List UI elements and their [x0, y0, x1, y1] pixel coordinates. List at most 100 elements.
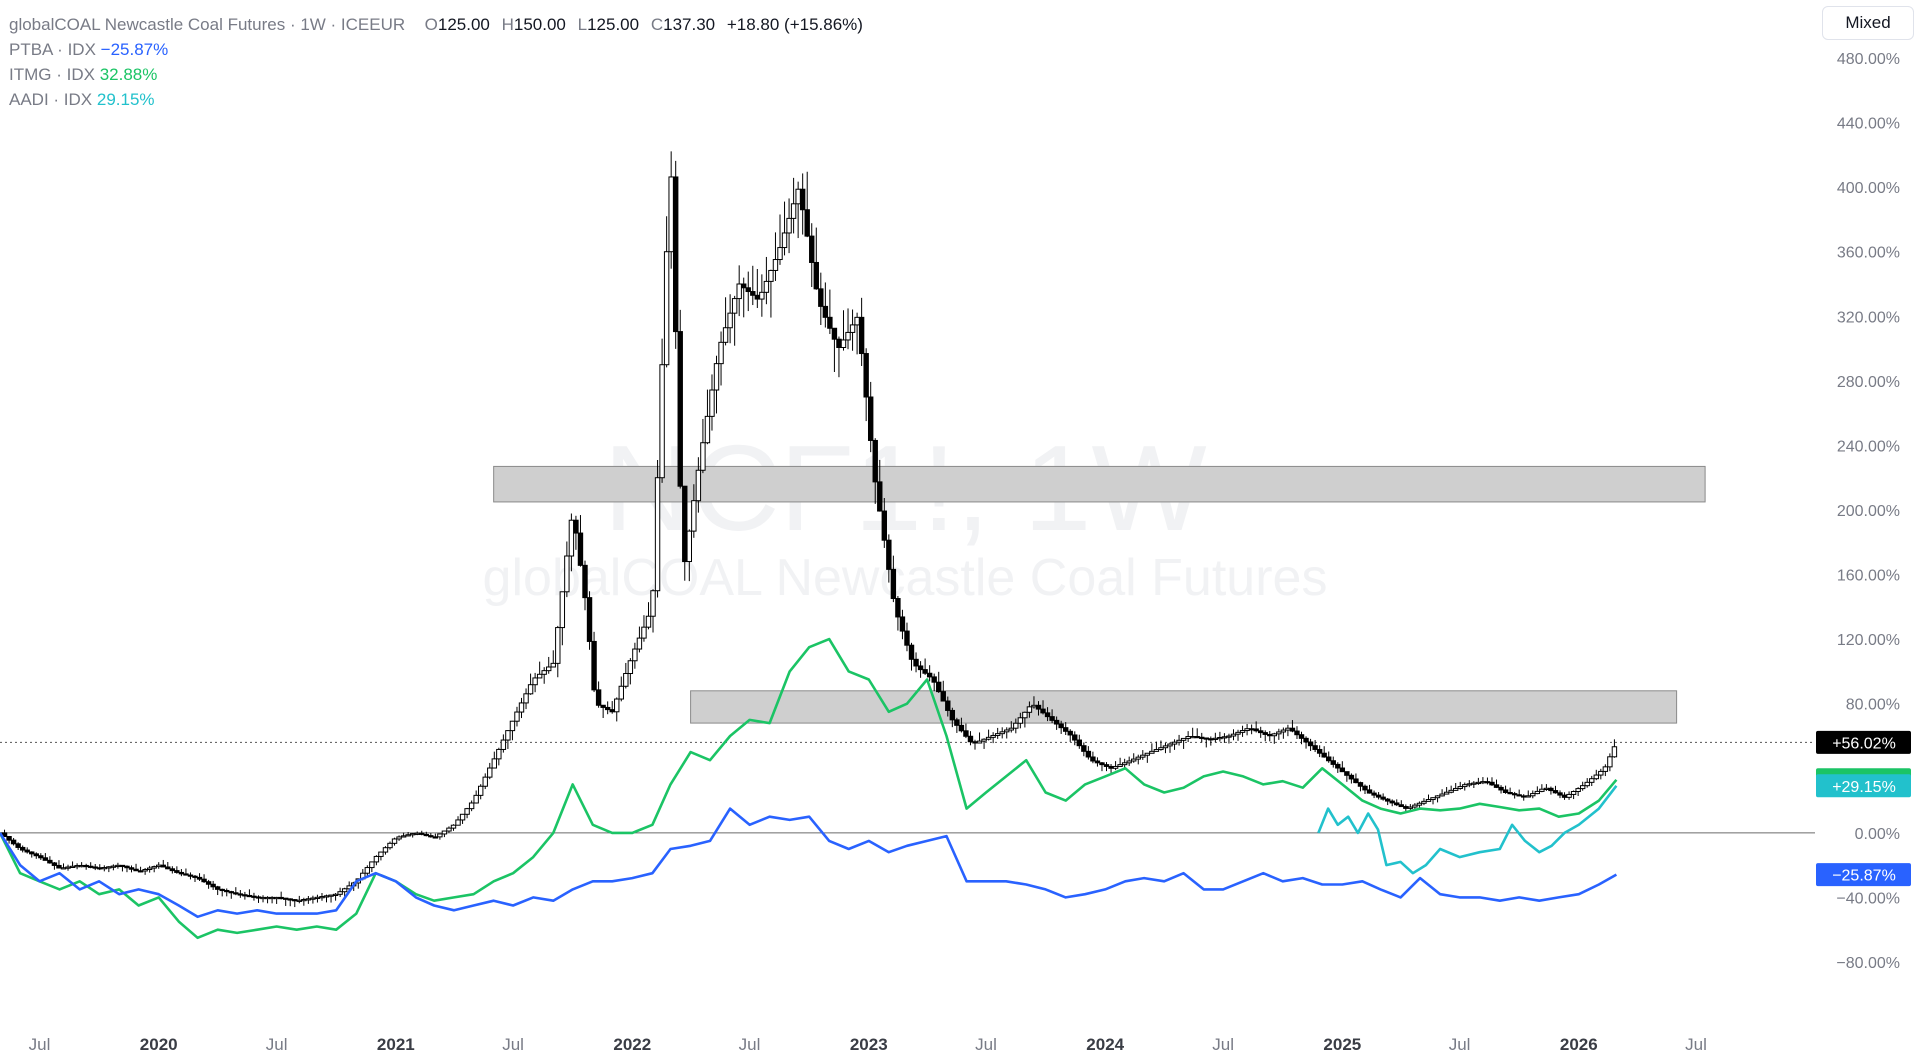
candle-body: [282, 897, 289, 900]
candle-body: [260, 896, 266, 900]
candle-body: [849, 324, 856, 333]
candle-body: [509, 720, 516, 732]
candle-body: [146, 867, 153, 871]
candle-body: [1076, 739, 1083, 747]
candle-body: [618, 685, 624, 700]
candle-body: [994, 733, 1001, 736]
candle-body: [1421, 800, 1427, 804]
candle-body: [24, 849, 30, 853]
candle-body: [1140, 754, 1146, 758]
candle-body: [419, 832, 425, 835]
legend-compare-row[interactable]: ITMG · IDX 32.88%: [9, 62, 870, 87]
candle-body: [292, 899, 298, 902]
candle-body: [836, 338, 842, 348]
candle-body: [745, 287, 751, 293]
candle-body: [1394, 802, 1400, 806]
candle-body: [1307, 741, 1314, 747]
candle-body: [804, 209, 810, 237]
candle-body: [1208, 738, 1214, 741]
candle-body: [1575, 788, 1581, 793]
candle-body: [1026, 706, 1033, 713]
candle-body: [1144, 752, 1151, 756]
price-tag: [1816, 863, 1911, 887]
candle-body: [459, 813, 466, 821]
candle-body: [858, 316, 865, 355]
candle-body: [1162, 745, 1169, 749]
candle-body: [917, 665, 924, 671]
candle-body: [1271, 733, 1278, 737]
candle-body: [1326, 756, 1332, 762]
candle-body: [541, 670, 547, 675]
candle-body: [786, 217, 792, 234]
candle-body: [409, 833, 416, 836]
candle-body: [1081, 745, 1087, 752]
candle-body: [1611, 746, 1618, 758]
candle-body: [1180, 737, 1187, 741]
candle-body: [174, 870, 180, 873]
candle-body: [1226, 735, 1232, 738]
candle-body: [373, 855, 380, 863]
candle-body: [1530, 793, 1536, 797]
candle-body: [877, 481, 883, 512]
resistance-zone: [493, 465, 1706, 503]
candle-body: [677, 331, 683, 487]
candle-body: [65, 866, 71, 869]
candle-body: [1090, 756, 1096, 762]
candle-body: [754, 294, 761, 300]
candle-body: [1013, 722, 1019, 729]
candle-body: [795, 188, 801, 205]
candle-body: [142, 869, 148, 872]
x-axis-tick-label: 2022: [613, 1035, 651, 1054]
x-axis-tick-label: 2026: [1560, 1035, 1598, 1054]
candle-body: [1185, 736, 1191, 739]
candle-body: [160, 864, 166, 868]
candle-body: [178, 871, 185, 875]
candle-body: [546, 666, 552, 672]
candle-body: [881, 510, 888, 541]
legend-compare-row[interactable]: PTBA · IDX −25.87%: [9, 37, 870, 62]
candle-body: [305, 898, 312, 901]
candle-body: [1425, 799, 1432, 802]
candle-body: [1534, 790, 1541, 795]
candle-body: [1502, 789, 1509, 793]
candle-body: [1339, 767, 1346, 773]
candle-body: [205, 881, 212, 885]
ohlc-open-label: O: [424, 15, 438, 34]
candle-body: [269, 896, 275, 900]
candle-body: [1412, 804, 1418, 808]
x-axis-tick-label: 2023: [850, 1035, 888, 1054]
candle-body: [78, 864, 85, 868]
candle-body: [650, 590, 656, 617]
candle-body: [1298, 734, 1305, 739]
candle-body: [577, 532, 584, 566]
candle-body: [1153, 749, 1160, 752]
candle-body: [654, 477, 661, 592]
candle-body: [1117, 764, 1123, 767]
candle-body: [1362, 785, 1368, 791]
candle-body: [591, 640, 597, 691]
candle-body: [1380, 796, 1386, 800]
candle-body: [958, 724, 965, 732]
candle-body: [396, 836, 402, 840]
legend-compare-row[interactable]: AADI · IDX 29.15%: [9, 87, 870, 112]
candle-body: [101, 867, 108, 870]
scale-mode-button[interactable]: Mixed: [1822, 6, 1914, 40]
candle-body: [1062, 727, 1069, 732]
compare-symbol-value: −25.87%: [100, 40, 169, 59]
candle-body: [722, 327, 729, 343]
candle-body: [192, 875, 198, 878]
candle-body: [1475, 781, 1482, 785]
y-axis-tick-label: 280.00%: [1837, 374, 1900, 391]
x-axis-tick-label: Jul: [29, 1035, 51, 1054]
candle-body: [1135, 756, 1141, 760]
candle-body: [976, 740, 983, 744]
candle-body: [437, 833, 443, 838]
candle-body: [1230, 733, 1237, 737]
candle-body: [945, 700, 951, 711]
candle-body: [1189, 736, 1196, 739]
symbol-title[interactable]: globalCOAL Newcastle Coal Futures · 1W ·…: [9, 15, 406, 34]
candle-body: [731, 298, 738, 314]
candle-body: [1176, 739, 1182, 743]
candle-body: [156, 864, 162, 868]
